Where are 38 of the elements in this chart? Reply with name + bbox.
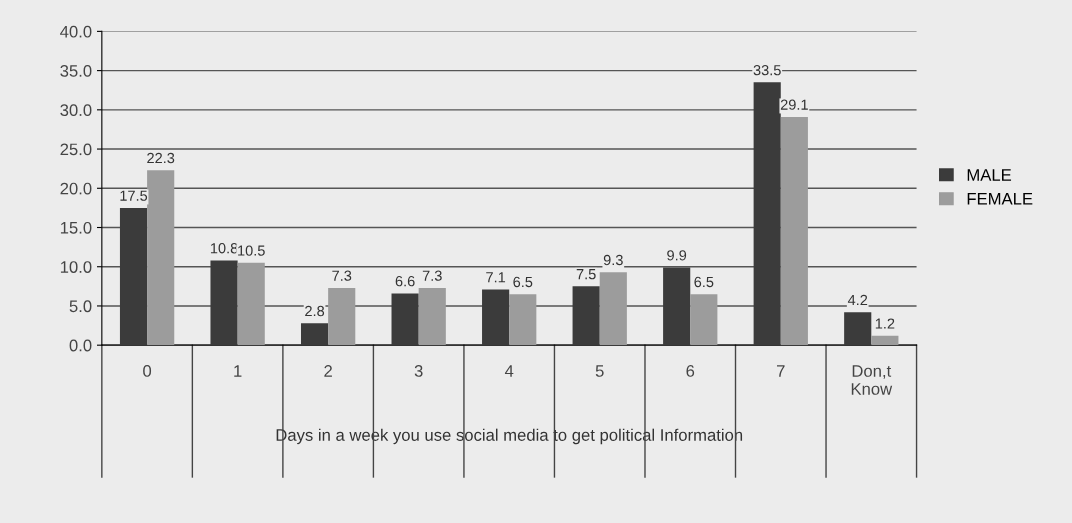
- y-tick-label: 15.0: [60, 221, 92, 234]
- y-tick-label: 30.0: [60, 104, 92, 117]
- data-label: 4.2: [847, 294, 868, 306]
- data-label: 7.5: [576, 269, 596, 280]
- data-label: 29.1: [780, 99, 808, 110]
- y-tick-label: 40.0: [60, 25, 92, 38]
- data-label: 7.3: [422, 270, 442, 281]
- data-label: 9.3: [603, 254, 623, 266]
- legend-label: FEMALE: [967, 193, 1033, 205]
- data-label: 6.6: [395, 276, 415, 287]
- x-tick-label: 2: [324, 365, 332, 377]
- data-label: 22.3: [147, 152, 175, 164]
- x-tick-label: 6: [686, 365, 695, 377]
- legend-label: MALE: [967, 169, 1012, 181]
- y-tick-label: 10.0: [60, 261, 92, 273]
- data-label: 10.5: [238, 245, 265, 256]
- x-tick-label: 0: [143, 365, 152, 377]
- data-label: 1.2: [875, 318, 895, 329]
- data-label: 7.3: [332, 270, 352, 281]
- data-label: 6.5: [513, 276, 533, 288]
- x-tick-label: 7: [776, 365, 785, 377]
- data-label: 6.5: [694, 276, 714, 288]
- x-tick-label: 3: [414, 365, 423, 377]
- y-tick-label: 0.0: [69, 339, 92, 352]
- x-tick-label: Don,t Know: [851, 365, 893, 395]
- x-tick-label: 1: [234, 365, 242, 377]
- y-tick-label: 5.0: [69, 300, 92, 313]
- data-label: 9.9: [667, 250, 687, 261]
- data-label: 2.8: [305, 305, 325, 317]
- x-tick-label: 5: [595, 365, 604, 377]
- data-label: 7.1: [486, 272, 506, 283]
- x-tick-label: 4: [504, 365, 514, 377]
- y-tick-label: 35.0: [60, 65, 92, 77]
- y-tick-label: 25.0: [60, 143, 92, 156]
- data-label: 10.8: [210, 243, 238, 254]
- data-label: 17.5: [120, 190, 148, 201]
- data-label: 33.5: [753, 65, 781, 76]
- y-tick-label: 20.0: [60, 182, 92, 195]
